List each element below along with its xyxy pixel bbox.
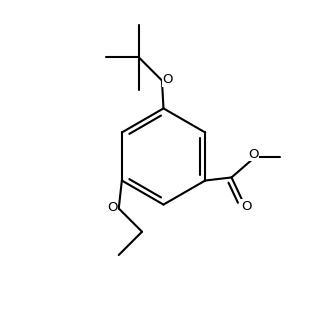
Text: O: O xyxy=(107,201,118,214)
Text: O: O xyxy=(241,200,252,213)
Text: O: O xyxy=(248,148,259,161)
Text: O: O xyxy=(162,73,173,86)
